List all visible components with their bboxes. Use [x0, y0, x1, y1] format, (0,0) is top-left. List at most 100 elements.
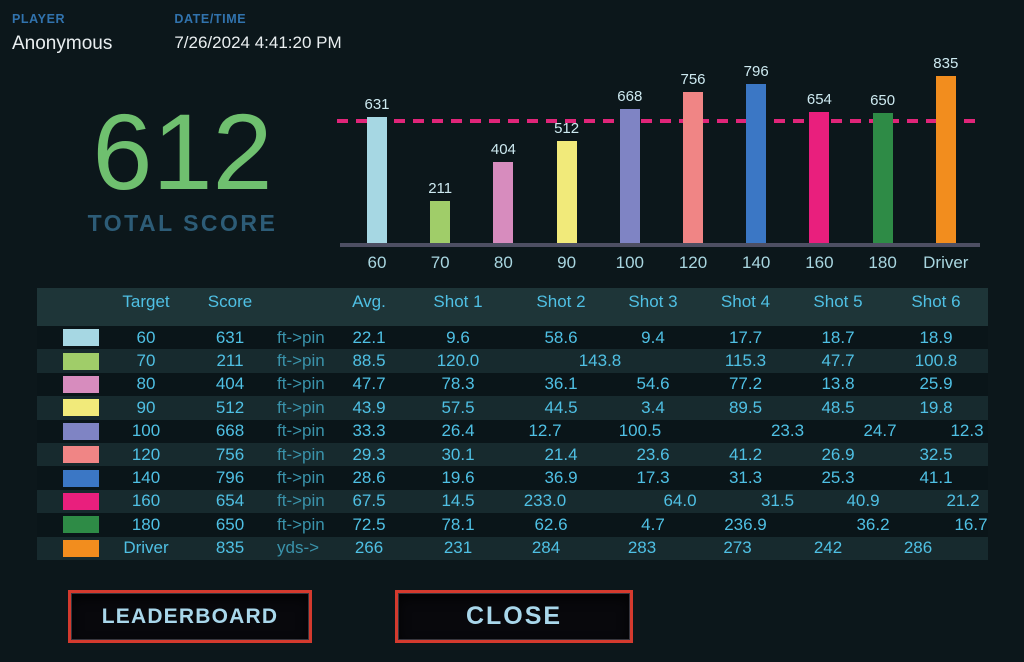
unit-cell: yds-> [277, 538, 320, 558]
unit-cell: ft->pin [277, 514, 325, 534]
close-button[interactable]: CLOSE [395, 590, 633, 643]
shot-5-cell: 40.9 [846, 491, 880, 511]
table-row-140: 140 796 ft->pin 28.6 19.6 36.9 17.3 31.3 25.3 41.… [37, 466, 988, 490]
target-cell: 90 [136, 397, 156, 417]
target-color-swatch [63, 446, 99, 464]
shot-6-cell: 25.9 [919, 374, 953, 394]
shot-6-cell: 16.7 [954, 514, 988, 534]
target-cell: Driver [123, 538, 169, 558]
shot-1-cell: 9.6 [446, 327, 470, 347]
shot-6-cell: 100.8 [914, 351, 958, 371]
x-axis-tick-label: 60 [367, 253, 387, 272]
column-header: Target [122, 292, 170, 311]
shot-2-cell: 284 [531, 538, 561, 558]
shot-5-cell: 26.9 [821, 444, 855, 464]
shot-4-cell: 236.9 [724, 514, 767, 534]
shot-3-cell: 9.4 [641, 327, 665, 347]
score-cell: 631 [215, 327, 245, 347]
shot-4-cell: 31.3 [728, 468, 763, 488]
shots-table: Target Score Avg. Shot 1 Shot 2 Shot 3 Shot 4 S… [37, 288, 988, 560]
target-color-swatch [63, 422, 99, 440]
shot-2-cell: 21.4 [544, 444, 578, 464]
shot-6-cell: 19.8 [919, 397, 953, 417]
shot-4-cell: 31.5 [760, 491, 795, 511]
average-reference-line [337, 119, 982, 123]
column-header: Shot 6 [911, 292, 961, 311]
shot-1-cell: 57.5 [441, 397, 475, 417]
bar-180 [872, 113, 893, 243]
shot-3-cell: 283 [627, 538, 657, 558]
score-cell: 211 [216, 351, 244, 371]
unit-cell: ft->pin [277, 397, 325, 417]
shot-1-cell: 19.6 [441, 468, 475, 488]
table-row-60: 60 631 ft->pin 22.1 9.6 58.6 9.4 17.7 18.7 18.9 [37, 326, 988, 350]
target-color-swatch [63, 516, 99, 534]
table-row-180: 180 650 ft->pin 72.5 78.1 62.6 4.7 236.9 36.2 16.… [37, 513, 988, 537]
target-color-swatch [63, 329, 99, 347]
shot-4-cell: 273 [723, 538, 752, 558]
column-header: Shot 2 [536, 292, 586, 311]
x-axis-tick-label: Driver [923, 253, 969, 272]
shot-4-cell: 115.3 [724, 351, 767, 371]
bar-value-label: 211 [428, 180, 453, 197]
avg-cell: 72.5 [352, 514, 386, 534]
shot-6-cell: 286 [903, 538, 933, 558]
bar-value-label: 650 [870, 92, 896, 109]
bar-value-label: 796 [743, 63, 769, 80]
table-row-100: 100 668 ft->pin 33.3 26.4 12.7 100.5 23.3 24.7 12… [37, 419, 988, 443]
shot-2-cell: 233.0 [523, 491, 567, 511]
shot-3-cell: 4.7 [641, 514, 665, 534]
shot-4-cell: 77.2 [728, 374, 763, 394]
swatch-cell [37, 375, 109, 393]
target-cell: 60 [136, 327, 156, 347]
table-row-160: 160 654 ft->pin 67.5 14.5 233.0 64.0 31.5 40.9 21… [37, 489, 988, 514]
target-color-swatch [63, 399, 99, 417]
bar-90 [556, 141, 577, 243]
swatch-cell [37, 329, 109, 347]
shot-3-cell: 100.5 [618, 421, 662, 441]
score-cell: 796 [215, 468, 245, 488]
datetime-label: DATE/TIME [174, 12, 247, 26]
table-header-row: Target Score Avg. Shot 1 Shot 2 Shot 3 Shot 4 S… [37, 288, 988, 326]
shot-6-cell: 12.3 [950, 421, 984, 441]
x-axis-tick-label: 70 [430, 253, 450, 272]
bar-value-label: 668 [617, 88, 643, 105]
shot-5-cell: 242 [813, 538, 843, 558]
unit-cell: ft->pin [277, 444, 325, 464]
target-cell: 180 [131, 514, 161, 534]
shot-3-cell: 3.4 [641, 397, 665, 417]
shot-5-cell: 47.7 [821, 351, 855, 371]
chart-x-axis [340, 243, 980, 247]
shot-5-cell: 24.7 [863, 421, 897, 441]
shot-2-cell: 36.9 [544, 468, 578, 488]
shot-2-cell: 58.6 [544, 327, 578, 347]
target-cell: 160 [131, 491, 161, 511]
bar-80 [493, 162, 514, 243]
leaderboard-button[interactable]: LEADERBOARD [68, 590, 312, 643]
unit-cell: ft->pin [277, 351, 325, 371]
target-cell: 120 [131, 444, 161, 464]
x-axis-tick-label: 120 [678, 253, 708, 272]
column-header: Shot 4 [720, 292, 771, 311]
score-cell: 650 [215, 514, 245, 534]
avg-cell: 266 [354, 538, 384, 558]
player-name: Anonymous [12, 33, 113, 54]
total-score-value: 612 [92, 91, 273, 212]
shot-4-cell: 17.7 [728, 327, 763, 347]
shot-6-cell: 21.2 [946, 491, 980, 511]
target-color-swatch [63, 492, 99, 510]
shot-6-cell: 32.5 [919, 444, 953, 464]
unit-cell: ft->pin [277, 421, 325, 441]
shot-5-cell: 18.7 [821, 327, 855, 347]
shot-5-cell: 25.3 [821, 468, 855, 488]
swatch-cell [37, 469, 109, 487]
shot-3-cell: 17.3 [636, 468, 670, 488]
shot-2-cell: 62.6 [534, 514, 568, 534]
target-color-swatch [63, 375, 99, 393]
shot-3-cell: 23.6 [636, 444, 670, 464]
unit-cell: ft->pin [277, 327, 325, 347]
shot-2-cell: 12.7 [528, 421, 562, 441]
shot-1-cell: 78.1 [441, 514, 475, 534]
unit-cell: ft->pin [277, 491, 325, 511]
avg-cell: 28.6 [352, 468, 386, 488]
